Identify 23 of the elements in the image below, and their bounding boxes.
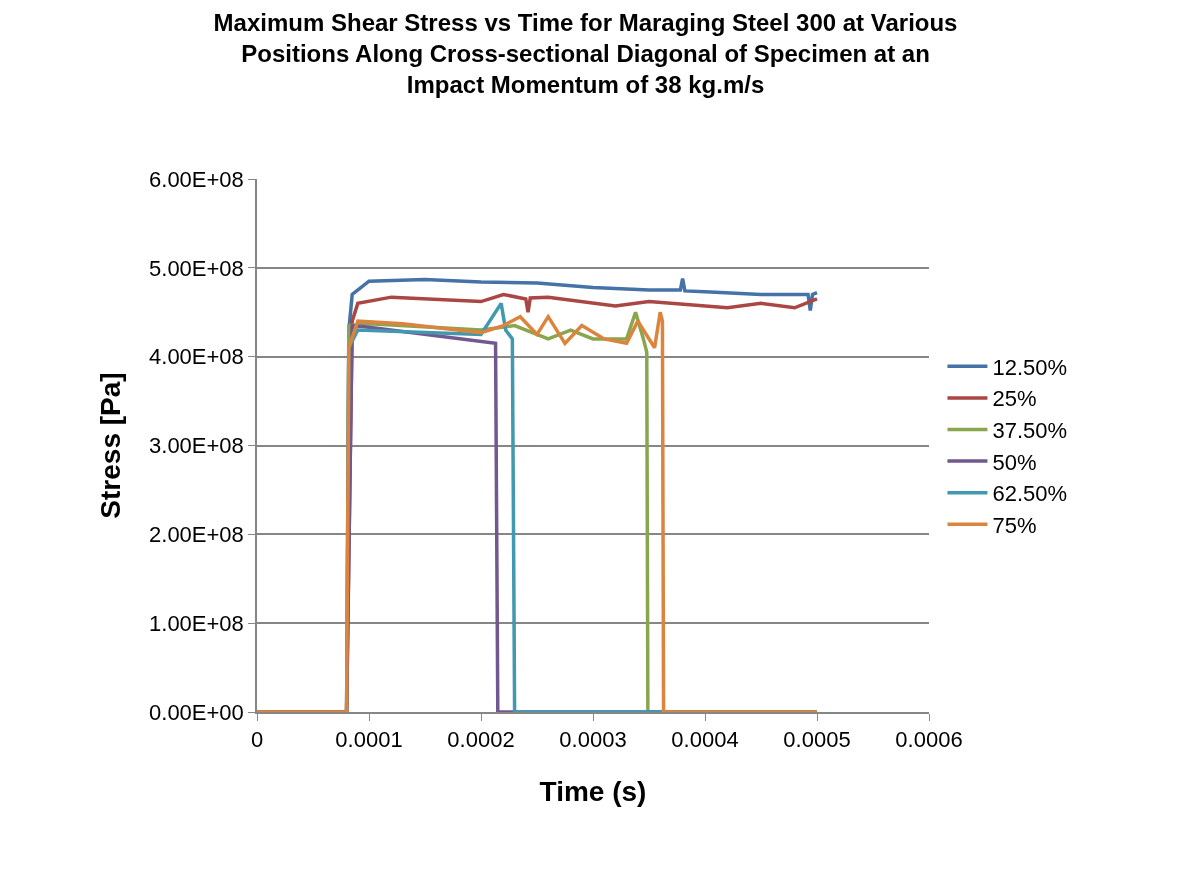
x-tick-label: 0.0003 [559, 727, 627, 753]
x-tick-label: 0.0001 [335, 727, 403, 753]
x-tick-label: 0.0004 [671, 727, 739, 753]
legend-label: 37.50% [992, 418, 1068, 444]
y-tick-label: 5.00E+08 [149, 255, 244, 281]
y-tick-label: 4.00E+08 [149, 344, 244, 370]
y-tick-label: 3.00E+08 [149, 433, 244, 459]
legend-label: 75% [992, 512, 1037, 538]
legend-label: 12.50% [992, 354, 1068, 380]
x-tick-label: 0.0006 [895, 727, 963, 753]
y-tick-label: 1.00E+08 [149, 610, 244, 636]
x-axis-title: Time (s) [539, 775, 647, 807]
chart-title: Maximum Shear Stress vs Time for Maraging Steel 300 at Various Positions Along Cross-sectional Diagonal of Specimen at an Impact Momentum of 38 kg.m/s [213, 8, 958, 99]
y-axis-title: Stress [Pa] [95, 372, 127, 519]
legend-label: 25% [992, 386, 1037, 412]
y-tick-label: 0.00E+00 [149, 699, 244, 725]
x-tick-label: 0 [250, 727, 264, 753]
y-tick-label: 6.00E+08 [149, 166, 244, 192]
x-tick-label: 0.0002 [447, 727, 515, 753]
y-tick-label: 2.00E+08 [149, 522, 244, 548]
x-tick-label: 0.0005 [783, 727, 851, 753]
legend-label: 62.50% [992, 481, 1068, 507]
legend-label: 50% [992, 449, 1037, 475]
